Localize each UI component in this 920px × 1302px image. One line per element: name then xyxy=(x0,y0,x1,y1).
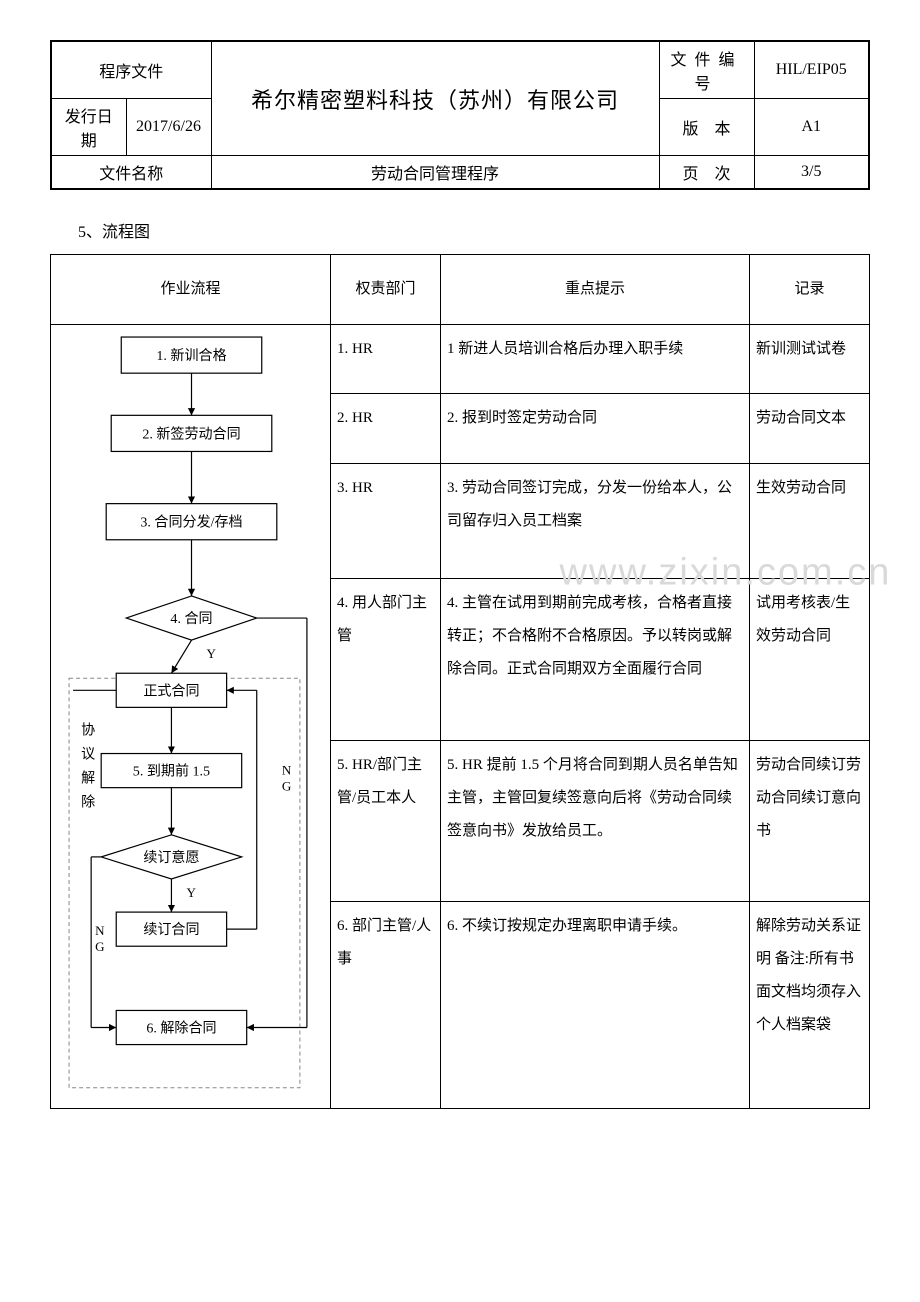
section-title: 5、流程图 xyxy=(50,210,870,254)
svg-text:议: 议 xyxy=(81,747,95,763)
page-value: 3/5 xyxy=(754,156,869,190)
dept-3: 3. HR xyxy=(331,463,441,578)
doc-no-value: HIL/EIP05 xyxy=(754,41,869,99)
record-5: 劳动合同续订劳动合同续订意向书 xyxy=(750,740,870,901)
issue-date-label: 发行日期 xyxy=(51,99,126,156)
svg-text:4. 合同: 4. 合同 xyxy=(170,611,212,627)
record-6: 解除劳动关系证明 备注:所有书面文档均须存入个人档案袋 xyxy=(750,901,870,1108)
svg-text:5. 到期前 1.5: 5. 到期前 1.5 xyxy=(133,763,210,780)
flowchart-svg: 1. 新训合格 2. 新签劳动合同 3. 合同分发/存档 4. 合同 Y 正式合同协议解除… xyxy=(51,325,330,1108)
hint-1: 1 新进人员培训合格后办理入职手续 xyxy=(441,325,750,394)
doc-name-value: 劳动合同管理程序 xyxy=(211,156,659,190)
col-record-header: 记录 xyxy=(750,255,870,325)
flow-table: 作业流程 权责部门 重点提示 记录 1. 新训合格 2. 新签劳动合同 3. 合同分… xyxy=(50,254,870,1109)
svg-text:G: G xyxy=(95,939,104,954)
svg-text:除: 除 xyxy=(81,795,95,811)
hint-4: 4. 主管在试用到期前完成考核，合格者直接转正；不合格附不合格原因。予以转岗或解… xyxy=(441,579,750,740)
dept-1: 1. HR xyxy=(331,325,441,394)
document-header-table: 程序文件 希尔精密塑料科技（苏州）有限公司 文件编号 HIL/EIP05 发行日… xyxy=(50,40,870,190)
col-flow-header: 作业流程 xyxy=(51,255,331,325)
document-body: www.zixin.com.cn 5、流程图 作业流程 权责部门 重点提示 记录… xyxy=(50,210,870,1109)
dept-2: 2. HR xyxy=(331,394,441,463)
svg-text:续订意愿: 续订意愿 xyxy=(143,849,199,866)
version-value: A1 xyxy=(754,99,869,156)
issue-date-value: 2017/6/26 xyxy=(126,99,211,156)
svg-text:Y: Y xyxy=(186,885,196,900)
svg-text:解: 解 xyxy=(81,771,95,787)
page-label: 页 次 xyxy=(659,156,754,190)
record-3: 生效劳动合同 xyxy=(750,463,870,578)
svg-text:G: G xyxy=(282,779,291,794)
svg-text:6. 解除合同: 6. 解除合同 xyxy=(146,1021,216,1037)
dept-5: 5. HR/部门主管/员工本人 xyxy=(331,740,441,901)
col-hint-header: 重点提示 xyxy=(441,255,750,325)
doc-name-label: 文件名称 xyxy=(51,156,211,190)
col-dept-header: 权责部门 xyxy=(331,255,441,325)
svg-text:协: 协 xyxy=(81,722,95,738)
dept-6: 6. 部门主管/人事 xyxy=(331,901,441,1108)
svg-text:2. 新签劳动合同: 2. 新签劳动合同 xyxy=(142,425,240,442)
hint-3: 3. 劳动合同签订完成，分发一份给本人，公司留存归入员工档案 xyxy=(441,463,750,578)
company-name: 希尔精密塑料科技（苏州）有限公司 xyxy=(211,41,659,156)
version-label: 版 本 xyxy=(659,99,754,156)
flowchart-cell: 1. 新训合格 2. 新签劳动合同 3. 合同分发/存档 4. 合同 Y 正式合同协议解除… xyxy=(51,325,331,1109)
hint-2: 2. 报到时签定劳动合同 xyxy=(441,394,750,463)
doc-type-label: 程序文件 xyxy=(51,41,211,99)
dept-4: 4. 用人部门主管 xyxy=(331,579,441,740)
svg-text:正式合同: 正式合同 xyxy=(143,683,199,699)
record-4: 试用考核表/生效劳动合同 xyxy=(750,579,870,740)
record-1: 新训测试试卷 xyxy=(750,325,870,394)
svg-text:Y: Y xyxy=(207,646,217,661)
record-2: 劳动合同文本 xyxy=(750,394,870,463)
svg-text:1. 新训合格: 1. 新训合格 xyxy=(156,348,226,364)
hint-6: 6. 不续订按规定办理离职申请手续。 xyxy=(441,901,750,1108)
svg-text:N: N xyxy=(95,923,105,938)
svg-text:3. 合同分发/存档: 3. 合同分发/存档 xyxy=(140,515,242,531)
doc-no-label: 文件编号 xyxy=(659,41,754,99)
svg-text:续订合同: 续订合同 xyxy=(143,921,199,938)
svg-text:N: N xyxy=(282,763,292,778)
hint-5: 5. HR 提前 1.5 个月将合同到期人员名单告知主管，主管回复续签意向后将《… xyxy=(441,740,750,901)
